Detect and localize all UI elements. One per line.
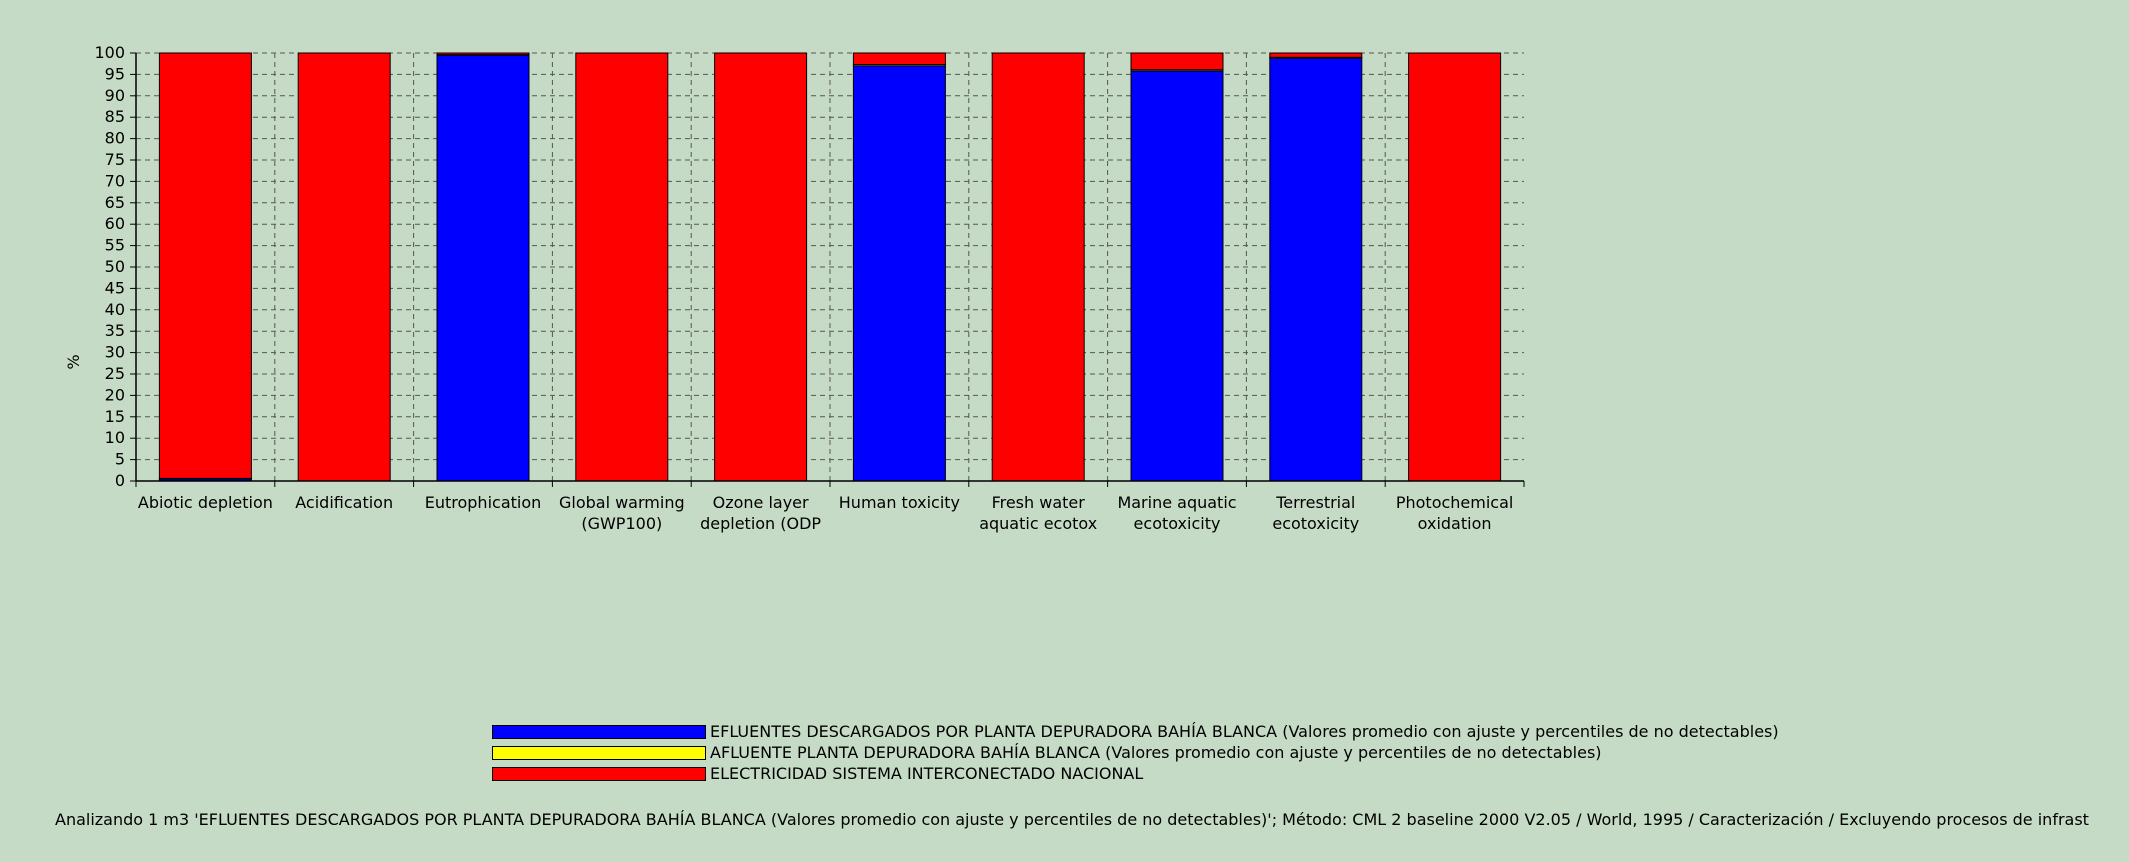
y-tick-label: 70	[105, 171, 125, 190]
legend-swatch-red	[492, 766, 706, 781]
y-tick-label: 55	[105, 236, 125, 255]
y-tick-label: 25	[105, 364, 125, 383]
x-category-label: Eutrophication	[425, 493, 542, 512]
y-tick-label: 5	[115, 450, 125, 469]
bar-segment-electricidad	[1408, 52, 1502, 482]
bar-segment-electricidad	[1269, 52, 1363, 58]
bars	[158, 52, 1502, 482]
y-tick-label: 15	[105, 407, 125, 426]
x-category-label: Abiotic depletion	[138, 493, 273, 512]
bar-segment-efluentes	[1130, 70, 1224, 482]
y-tick-label: 30	[105, 343, 125, 362]
y-tick-label: 75	[105, 150, 125, 169]
bar-segment-electricidad	[714, 52, 808, 482]
bar-segment-efluentes	[852, 65, 946, 482]
legend-label-electricidad: ELECTRICIDAD SISTEMA INTERCONECTADO NACI…	[710, 763, 1144, 783]
y-tick-label: 35	[105, 321, 125, 340]
x-category-label: Human toxicity	[839, 493, 960, 512]
x-category-label: Terrestrial ecotoxicity	[1272, 493, 1359, 533]
bar-segment-electricidad	[297, 52, 391, 482]
legend-item-efluentes: EFLUENTES DESCARGADOS POR PLANTA DEPURAD…	[492, 721, 1779, 742]
y-tick-label: 65	[105, 193, 125, 212]
bar-segment-electricidad	[852, 52, 946, 66]
y-tick-label: 10	[105, 428, 125, 447]
y-axis-title: %	[64, 354, 83, 369]
legend: EFLUENTES DESCARGADOS POR PLANTA DEPURAD…	[492, 721, 1779, 784]
legend-swatch-blue	[492, 724, 706, 739]
y-tick-label: 60	[105, 214, 125, 233]
x-category-label: Fresh water aquatic ecotox	[979, 493, 1097, 533]
x-category-label: Photochemical oxidation	[1396, 493, 1514, 533]
y-tick-label: 50	[105, 257, 125, 276]
x-category-label: Marine aquatic ecotoxicity	[1117, 493, 1236, 533]
y-tick-label: 100	[94, 43, 125, 62]
y-tick-label: 0	[115, 471, 125, 490]
legend-label-afluente: AFLUENTE PLANTA DEPURADORA BAHÍA BLANCA …	[710, 742, 1602, 762]
y-tick-label: 85	[105, 107, 125, 126]
y-tick-label: 20	[105, 385, 125, 404]
y-tick-label: 45	[105, 278, 125, 297]
bar-segment-efluentes	[436, 54, 530, 482]
y-tick-label: 80	[105, 129, 125, 148]
x-category-label: Global warming (GWP100)	[559, 493, 685, 533]
x-category-label: Ozone layer depletion (ODP	[700, 493, 821, 533]
bar-segment-electricidad	[991, 52, 1085, 482]
legend-item-afluente: AFLUENTE PLANTA DEPURADORA BAHÍA BLANCA …	[492, 742, 1779, 763]
y-tick-label: 95	[105, 64, 125, 83]
bar-segment-electricidad	[158, 52, 252, 479]
y-tick-label: 90	[105, 86, 125, 105]
bar-segment-electricidad	[436, 52, 530, 56]
axes: 0 5 10 15 20 25 30 35 40 45 50 55 60 65 70 75 80 85 90 95 10…	[94, 43, 1525, 533]
legend-item-electricidad: ELECTRICIDAD SISTEMA INTERCONECTADO NACI…	[492, 763, 1779, 784]
legend-swatch-yellow	[492, 745, 706, 760]
y-tick-label: 40	[105, 300, 125, 319]
method-footnote: Analizando 1 m3 'EFLUENTES DESCARGADOS P…	[55, 810, 2089, 829]
bar-segment-efluentes	[1269, 57, 1363, 482]
bar-segment-electricidad	[575, 52, 669, 482]
bar-segment-electricidad	[1130, 52, 1224, 71]
legend-label-efluentes: EFLUENTES DESCARGADOS POR PLANTA DEPURAD…	[710, 721, 1779, 741]
x-category-label: Acidification	[295, 493, 393, 512]
